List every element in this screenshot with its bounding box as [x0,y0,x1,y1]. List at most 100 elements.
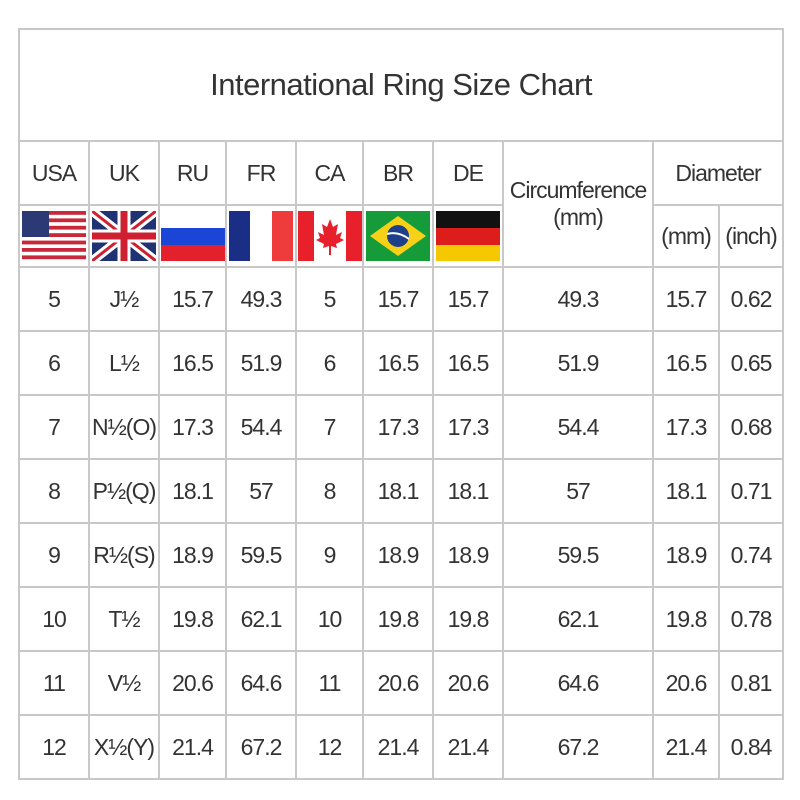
table-cell: 6 [295,330,364,396]
table-cell: X½(Y) [88,714,160,780]
column-header-uk: UK [88,140,160,206]
circumference-unit: (mm) [553,204,604,230]
table-cell: 20.6 [362,650,434,716]
uk-flag-icon [92,211,156,261]
table-cell: 15.7 [432,266,504,332]
table-cell: 0.71 [717,458,785,524]
table-cell: 20.6 [652,650,720,716]
table-cell: 49.3 [502,266,654,332]
table-cell: 21.4 [362,714,434,780]
table-cell: 54.4 [502,394,654,460]
table-cell: 11 [18,650,90,716]
table-cell: 9 [295,522,364,588]
table-cell: 20.6 [432,650,504,716]
table-cell: N½(O) [88,394,160,460]
table-cell: 8 [18,458,90,524]
ring-size-table: International Ring Size Chart USA UK RU FR C… [17,28,785,780]
table-cell: 12 [18,714,90,780]
table-cell: 21.4 [158,714,227,780]
table-cell: 16.5 [652,330,720,396]
table-cell: 6 [18,330,90,396]
brazil-flag-icon [366,211,430,261]
table-cell: 18.1 [652,458,720,524]
table-row: 9 R½(S) 18.9 59.5 9 18.9 18.9 59.5 18.9 0.74 [18,522,785,588]
table-cell: 64.6 [502,650,654,716]
table-cell: 16.5 [362,330,434,396]
table-cell: J½ [88,266,160,332]
table-cell: 51.9 [225,330,297,396]
table-cell: 0.78 [717,586,785,652]
russia-flag-icon [160,211,225,261]
table-cell: 57 [502,458,654,524]
table-row: 7 N½(O) 17.3 54.4 7 17.3 17.3 54.4 17.3 0.68 [18,394,785,460]
table-cell: 59.5 [502,522,654,588]
table-row: 6 L½ 16.5 51.9 6 16.5 16.5 51.9 16.5 0.65 [18,330,785,396]
table-cell: 7 [295,394,364,460]
table-cell: 18.9 [432,522,504,588]
table-cell: P½(Q) [88,458,160,524]
table-cell: R½(S) [88,522,160,588]
table-cell: 15.7 [158,266,227,332]
table-cell: V½ [88,650,160,716]
table-cell: 18.1 [432,458,504,524]
table-cell: 62.1 [225,586,297,652]
chart-title: International Ring Size Chart [17,28,785,142]
table-cell: 9 [18,522,90,588]
table-cell: 20.6 [158,650,227,716]
column-header-fr: FR [225,140,297,206]
table-cell: 16.5 [158,330,227,396]
table-cell: 11 [295,650,364,716]
table-row: 8 P½(Q) 18.1 57 8 18.1 18.1 57 18.1 0.71 [18,458,785,524]
table-cell: 18.9 [652,522,720,588]
table-row: 5 J½ 15.7 49.3 5 15.7 15.7 49.3 15.7 0.62 [18,266,785,332]
germany-flag-icon [436,211,500,261]
table-cell: 15.7 [652,266,720,332]
table-cell: 67.2 [225,714,297,780]
table-cell: 17.3 [362,394,434,460]
table-cell: 62.1 [502,586,654,652]
table-cell: 59.5 [225,522,297,588]
column-header-usa: USA [18,140,90,206]
table-cell: 54.4 [225,394,297,460]
table-row: 12 X½(Y) 21.4 67.2 12 21.4 21.4 67.2 21.4 0.84 [18,714,785,780]
column-header-diameter: Diameter [651,140,785,206]
table-cell: 12 [295,714,364,780]
column-header-br: BR [362,140,434,206]
table-cell: 67.2 [502,714,654,780]
table-cell: 21.4 [652,714,720,780]
table-cell: 17.3 [652,394,720,460]
canada-flag-icon [297,211,362,261]
france-flag-icon [229,211,293,261]
table-cell: 0.74 [717,522,785,588]
column-header-diameter-mm: (mm) [652,204,720,268]
table-cell: 18.1 [158,458,227,524]
table-cell: L½ [88,330,160,396]
table-cell: 19.8 [432,586,504,652]
column-header-de: DE [432,140,504,206]
table-cell: 5 [18,266,90,332]
table-cell: 18.1 [362,458,434,524]
column-header-ca: CA [295,140,364,206]
column-header-circumference: Circumference (mm) [502,140,654,268]
table-cell: 51.9 [502,330,654,396]
table-cell: 17.3 [158,394,227,460]
table-row: 11 V½ 20.6 64.6 11 20.6 20.6 64.6 20.6 0.81 [18,650,785,716]
table-cell: 8 [295,458,364,524]
column-header-diameter-inch: (inch) [717,204,785,268]
table-cell: 21.4 [432,714,504,780]
table-cell: 57 [225,458,297,524]
table-cell: 64.6 [225,650,297,716]
table-cell: T½ [88,586,160,652]
column-header-ru: RU [158,140,227,206]
table-cell: 0.62 [717,266,785,332]
table-cell: 19.8 [652,586,720,652]
us-flag-icon [22,211,86,261]
table-cell: 5 [295,266,364,332]
table-cell: 16.5 [432,330,504,396]
table-cell: 15.7 [362,266,434,332]
table-cell: 0.65 [717,330,785,396]
table-cell: 19.8 [158,586,227,652]
table-cell: 0.84 [717,714,785,780]
circumference-label: Circumference [509,177,648,203]
table-cell: 17.3 [432,394,504,460]
